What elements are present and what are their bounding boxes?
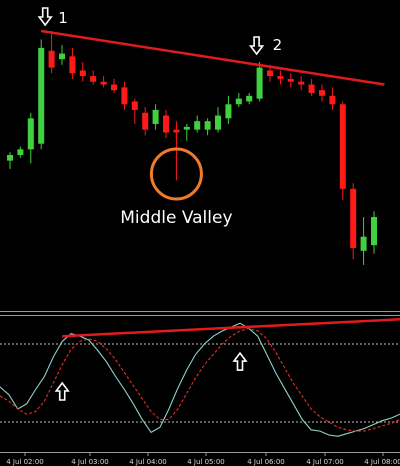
- candle-bull: [225, 104, 232, 119]
- time-tick-label: 4 Jul 07:00: [306, 458, 344, 466]
- candle-bull: [256, 67, 263, 99]
- up-arrow-icon: [54, 381, 70, 401]
- candle-bear: [111, 84, 117, 91]
- peak1-label: 1: [58, 9, 68, 27]
- time-tick-label: 4 Jul 06:00: [247, 458, 285, 466]
- candle-bull: [27, 118, 34, 150]
- candle-bull: [204, 121, 211, 130]
- time-tick-label: 4 Jul 04:00: [129, 458, 167, 466]
- candle-bull: [59, 53, 65, 60]
- candle-bear: [267, 70, 273, 77]
- candle-bull: [215, 115, 221, 130]
- peak1-arrow: [37, 7, 53, 27]
- candle-bear: [339, 104, 346, 189]
- candle-bear: [287, 78, 294, 82]
- time-tick-label: 4 Jul 08:00: [364, 458, 400, 466]
- signal-line: [0, 327, 400, 432]
- up-arrow-icon: [232, 351, 248, 371]
- down-arrow-icon: [37, 7, 53, 27]
- candle-bull: [371, 217, 377, 246]
- candle-bull: [194, 121, 201, 130]
- candle-bear: [277, 76, 284, 79]
- candle-bear: [69, 56, 76, 74]
- candle-bull: [183, 126, 190, 130]
- candle-bear: [142, 112, 149, 130]
- valley-circle: [149, 147, 203, 201]
- candle-bull: [38, 47, 45, 144]
- candle-bull: [360, 236, 367, 251]
- candle-bear: [163, 115, 169, 133]
- candle-bear: [121, 87, 128, 105]
- oscillator-marker-2: [232, 351, 248, 371]
- oscillator-trendline: [62, 318, 400, 338]
- candle-bear: [329, 95, 336, 105]
- candle-bear: [131, 101, 138, 110]
- candle-bull: [7, 155, 13, 161]
- price-trendline: [41, 29, 385, 86]
- candle-bear: [90, 76, 97, 82]
- candle-bear: [100, 81, 107, 85]
- peak2-label: 2: [273, 36, 283, 54]
- time-tick-label: 4 Jul 03:00: [71, 458, 109, 466]
- candle-bull: [235, 98, 242, 105]
- candle-bull: [246, 95, 253, 102]
- candle-bear: [350, 188, 357, 248]
- down-arrow-icon: [249, 36, 265, 56]
- oscillator-line: [0, 322, 400, 437]
- candle-bear: [173, 129, 180, 133]
- candles-group: [7, 31, 377, 265]
- candle-bear: [319, 90, 325, 96]
- valley-label: Middle Valley: [120, 208, 232, 228]
- candle-bull: [17, 149, 24, 155]
- time-tick-label: 4 Jul 05:00: [187, 458, 225, 466]
- candle-bull: [152, 109, 159, 124]
- peak2-arrow: [249, 36, 265, 56]
- candle-bear: [79, 70, 86, 77]
- oscillator-marker-1: [54, 381, 70, 401]
- candle-bear: [298, 81, 305, 85]
- time-tick-label: 4 Jul 02:00: [6, 458, 44, 466]
- candle-bear: [308, 84, 315, 93]
- candle-bear: [48, 50, 55, 68]
